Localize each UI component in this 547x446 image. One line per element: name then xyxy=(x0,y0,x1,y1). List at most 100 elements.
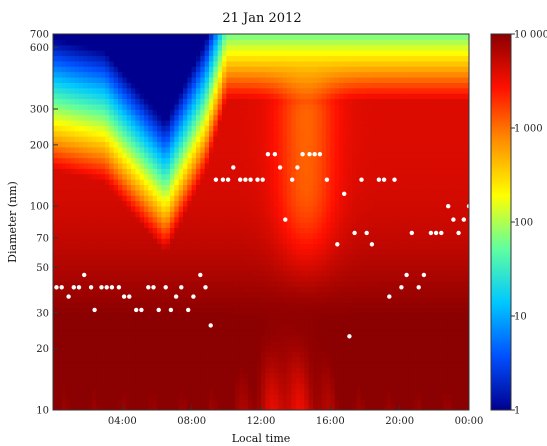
heatmap-cell xyxy=(252,307,258,314)
heatmap-cell xyxy=(144,367,149,373)
heatmap-cell xyxy=(105,313,110,320)
heatmap-cell xyxy=(204,356,210,363)
heatmap-cell xyxy=(265,200,271,207)
heatmap-cell xyxy=(347,195,353,202)
heatmap-cell xyxy=(252,168,258,175)
heatmap-cell xyxy=(96,179,102,185)
heatmap-cell xyxy=(92,98,97,105)
heatmap-cell xyxy=(239,372,245,379)
heatmap-cell xyxy=(239,152,245,159)
heatmap-cell xyxy=(352,388,357,395)
heatmap-cell xyxy=(131,152,136,159)
heatmap-cell xyxy=(339,232,344,239)
heatmap-cell xyxy=(83,324,89,331)
heatmap-cell xyxy=(66,60,71,67)
heatmap-cell xyxy=(109,34,115,40)
heatmap-cell xyxy=(248,136,253,143)
heatmap-cell xyxy=(53,243,58,250)
heatmap-cell xyxy=(304,356,310,363)
heatmap-cell xyxy=(282,291,288,298)
heatmap-cell xyxy=(174,146,180,153)
heatmap-cell xyxy=(209,307,214,314)
heatmap-cell xyxy=(92,367,97,373)
heatmap-cell xyxy=(187,98,193,105)
heatmap-cell xyxy=(113,222,119,228)
heatmap-cell xyxy=(157,66,162,73)
heatmap-cell xyxy=(100,44,106,51)
heatmap-cell xyxy=(83,340,89,347)
heatmap-cell xyxy=(256,270,262,277)
heatmap-cell xyxy=(178,275,184,282)
heatmap-cell xyxy=(282,248,288,255)
heatmap-cell xyxy=(70,200,76,207)
heatmap-cell xyxy=(191,232,197,239)
heatmap-cell xyxy=(204,345,210,352)
heatmap-cell xyxy=(66,297,71,304)
heatmap-cell xyxy=(352,345,357,352)
heatmap-cell xyxy=(217,281,223,288)
heatmap-cell xyxy=(243,205,249,212)
heatmap-cell xyxy=(144,313,149,320)
heatmap-cell xyxy=(278,55,284,62)
heatmap-cell xyxy=(157,318,162,325)
heatmap-cell xyxy=(304,125,310,132)
heatmap-cell xyxy=(352,136,357,143)
heatmap-cell xyxy=(174,232,180,239)
heatmap-cell xyxy=(83,141,89,148)
heatmap-cell xyxy=(152,324,158,331)
heatmap-cell xyxy=(209,114,214,121)
heatmap-cell xyxy=(204,93,210,100)
heatmap-cell xyxy=(131,361,136,368)
heatmap-cell xyxy=(321,60,327,67)
heatmap-cell xyxy=(105,103,110,110)
heatmap-cell xyxy=(261,291,266,298)
heatmap-cell xyxy=(170,211,175,218)
heatmap-cell xyxy=(135,168,141,175)
heatmap-cell xyxy=(74,103,80,110)
heatmap-cell xyxy=(222,356,227,363)
heatmap-cell xyxy=(178,157,184,164)
heatmap-cell xyxy=(178,93,184,100)
heatmap-cell xyxy=(213,173,219,180)
heatmap-cell xyxy=(187,125,193,132)
heatmap-cell xyxy=(343,307,349,314)
heatmap-cell xyxy=(300,388,305,395)
heatmap-cell xyxy=(278,136,284,143)
heatmap-cell xyxy=(105,383,110,390)
heatmap-cell xyxy=(356,227,362,234)
heatmap-cell xyxy=(339,281,344,288)
heatmap-cell xyxy=(174,152,180,159)
heatmap-cell xyxy=(209,350,214,357)
heatmap-cell xyxy=(334,152,340,159)
heatmap-cell xyxy=(339,130,344,137)
heatmap-cell xyxy=(313,264,318,271)
heatmap-cell xyxy=(183,119,188,126)
heatmap-cell xyxy=(326,238,331,245)
heatmap-cell xyxy=(187,399,193,406)
heatmap-cell xyxy=(313,141,318,148)
heatmap-cell xyxy=(165,146,171,153)
heatmap-cell xyxy=(326,162,331,169)
heatmap-cell xyxy=(226,200,232,207)
heatmap-cell xyxy=(204,313,210,320)
heatmap-cell xyxy=(174,82,180,89)
heatmap-cell xyxy=(261,388,266,395)
heatmap-cell xyxy=(274,87,279,94)
heatmap-cell xyxy=(217,125,223,132)
heatmap-cell xyxy=(269,270,275,277)
heatmap-cell xyxy=(222,168,227,175)
heatmap-cell xyxy=(287,119,292,126)
heatmap-cell xyxy=(321,211,327,218)
heatmap-cell xyxy=(235,200,240,207)
heatmap-cell xyxy=(204,168,210,175)
heatmap-cell xyxy=(113,361,119,368)
heatmap-cell xyxy=(174,350,180,357)
heatmap-cell xyxy=(131,173,136,180)
heatmap-cell xyxy=(248,318,253,325)
heatmap-cell xyxy=(191,189,197,196)
heatmap-cell xyxy=(196,39,201,46)
heatmap-cell xyxy=(300,114,305,121)
heatmap-cell xyxy=(339,44,344,51)
heatmap-cell xyxy=(352,98,357,105)
heatmap-cell xyxy=(131,334,136,341)
